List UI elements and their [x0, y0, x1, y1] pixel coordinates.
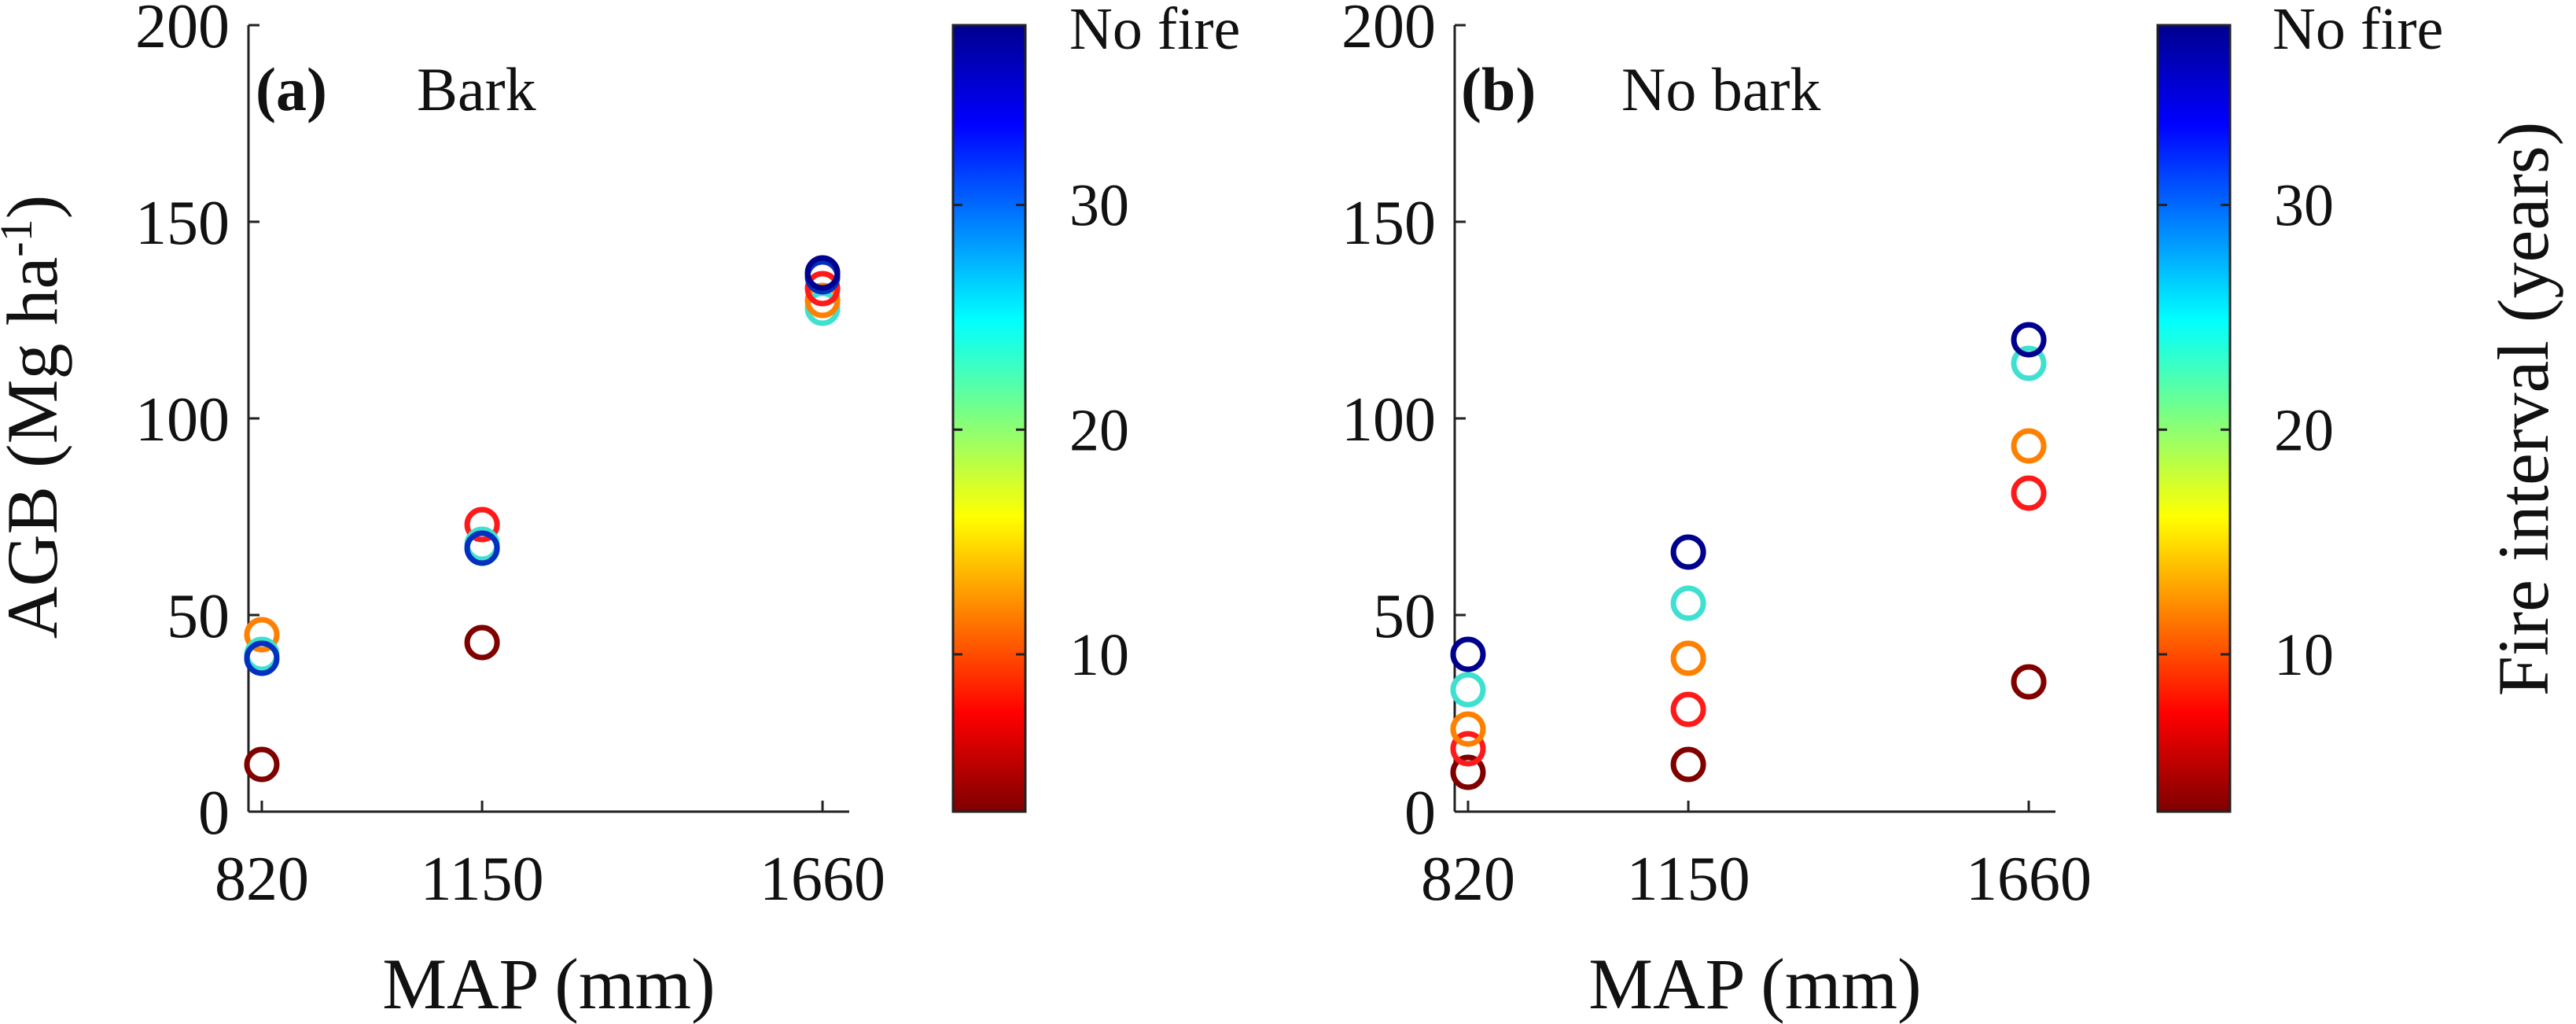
panel-a-x-axis-label: MAP (mm) [382, 944, 715, 1024]
panel-b-colorbar-bar [2156, 24, 2232, 813]
panel-a-point [244, 617, 280, 653]
panel-a-y-tick-label: 200 [135, 0, 230, 61]
panel-b-y-tick-label: 0 [1404, 779, 1436, 848]
panel-b-y-tick-label: 150 [1341, 189, 1436, 258]
panel-b-colorbar-tick-label: 30 [2274, 173, 2334, 239]
panel-a-points [244, 255, 841, 783]
panel-b-tag: (b) [1461, 55, 1536, 123]
panel-b-point [1670, 534, 1706, 570]
panel-a-point [804, 271, 841, 307]
panel-a-point [244, 640, 280, 676]
panel-b-point [1670, 746, 1706, 783]
panel-b-point [1450, 731, 1486, 767]
panel-a-point [804, 255, 841, 291]
panel-a-x-ticks: 820 1150 1660 [215, 801, 885, 914]
panel-a-y-tick-label: 150 [135, 189, 230, 258]
panel-b-x-tick-label: 1660 [1966, 845, 2092, 914]
panel-b-colorbar-top-label: No fire [2272, 0, 2443, 62]
panel-a-point [464, 624, 500, 661]
panel-b-point [1450, 636, 1486, 672]
panel-b-points [1450, 322, 2047, 790]
panel-b-colorbar-tick-label: 10 [2274, 622, 2334, 688]
panel-a-colorbar-tick-label: 30 [1069, 173, 1129, 239]
panel-b-x-ticks: 820 1150 1660 [1421, 801, 2092, 914]
panel-b-point [1670, 691, 1706, 727]
panel-a-y-tick-label: 100 [135, 385, 230, 455]
panel-b-point [2011, 664, 2047, 700]
colorbar-axis-label: Fire interval (years) [2483, 122, 2563, 697]
panel-a-title: Bark [417, 55, 536, 123]
panel-a-colorbar-ticks: 10 20 30 [953, 173, 1129, 688]
panel-b-y-ticks: 0 50 100 150 200 [1341, 0, 1466, 848]
panel-a-colorbar-top-label: No fire [1069, 0, 1240, 62]
panel-a-x-tick-label: 1660 [760, 845, 885, 914]
panel-a-x-tick-label: 820 [215, 845, 309, 914]
panel-b-y-tick-label: 100 [1341, 385, 1436, 455]
panel-b-point [1670, 585, 1706, 621]
panel-a-colorbar-tick-label: 20 [1069, 397, 1129, 463]
panel-b-point [2011, 345, 2047, 381]
panel-a: 0 50 100 150 200 820 1150 1660 (a) Bark MAP (m… [135, 0, 1240, 1024]
panel-b: 0 50 100 150 200 820 1150 1660 (b) No bark MAP… [1341, 0, 2443, 1024]
panel-b-title: No bark [1621, 55, 1820, 123]
y-axis-label-close: ) [0, 195, 72, 219]
panel-b-point [1450, 672, 1486, 708]
panel-a-y-tick-label: 0 [198, 779, 230, 848]
panel-b-y-tick-label: 200 [1341, 0, 1436, 61]
panel-b-colorbar-tick-label: 20 [2274, 397, 2334, 463]
panel-b-point [1450, 711, 1486, 747]
panel-b-point [1450, 754, 1486, 790]
panel-a-colorbar-bar [951, 24, 1027, 813]
panel-a-colorbar-tick-label: 10 [1069, 622, 1129, 688]
panel-b-axes [1453, 25, 2055, 813]
panel-b-point [1670, 640, 1706, 676]
panel-b-x-tick-label: 1150 [1627, 845, 1750, 914]
panel-a-y-ticks: 0 50 100 150 200 [135, 0, 259, 848]
panel-a-y-tick-label: 50 [167, 582, 230, 651]
panel-b-point [2011, 428, 2047, 464]
panel-b-x-tick-label: 820 [1421, 845, 1515, 914]
panel-b-y-tick-label: 50 [1373, 582, 1436, 651]
panel-a-colorbar: No fire 10 20 30 [951, 0, 1240, 813]
panel-a-x-tick-label: 1150 [421, 845, 544, 914]
panel-a-point [464, 530, 500, 566]
panel-b-colorbar: No fire 10 20 30 [2156, 0, 2443, 813]
y-axis-label-main: AGB (Mg ha [0, 257, 72, 639]
panel-b-colorbar-ticks: 10 20 30 [2158, 173, 2334, 688]
panel-a-tag: (a) [256, 55, 327, 123]
panel-b-x-axis-label: MAP (mm) [1588, 944, 1921, 1024]
y-axis-label: AGB (Mg ha-1) [0, 195, 72, 639]
panel-a-point [244, 746, 280, 783]
y-axis-label-superscript: -1 [0, 219, 42, 256]
panel-a-point [464, 506, 500, 543]
panel-b-point [2011, 475, 2047, 511]
panel-a-axes [247, 25, 849, 813]
panel-b-point [2011, 322, 2047, 358]
